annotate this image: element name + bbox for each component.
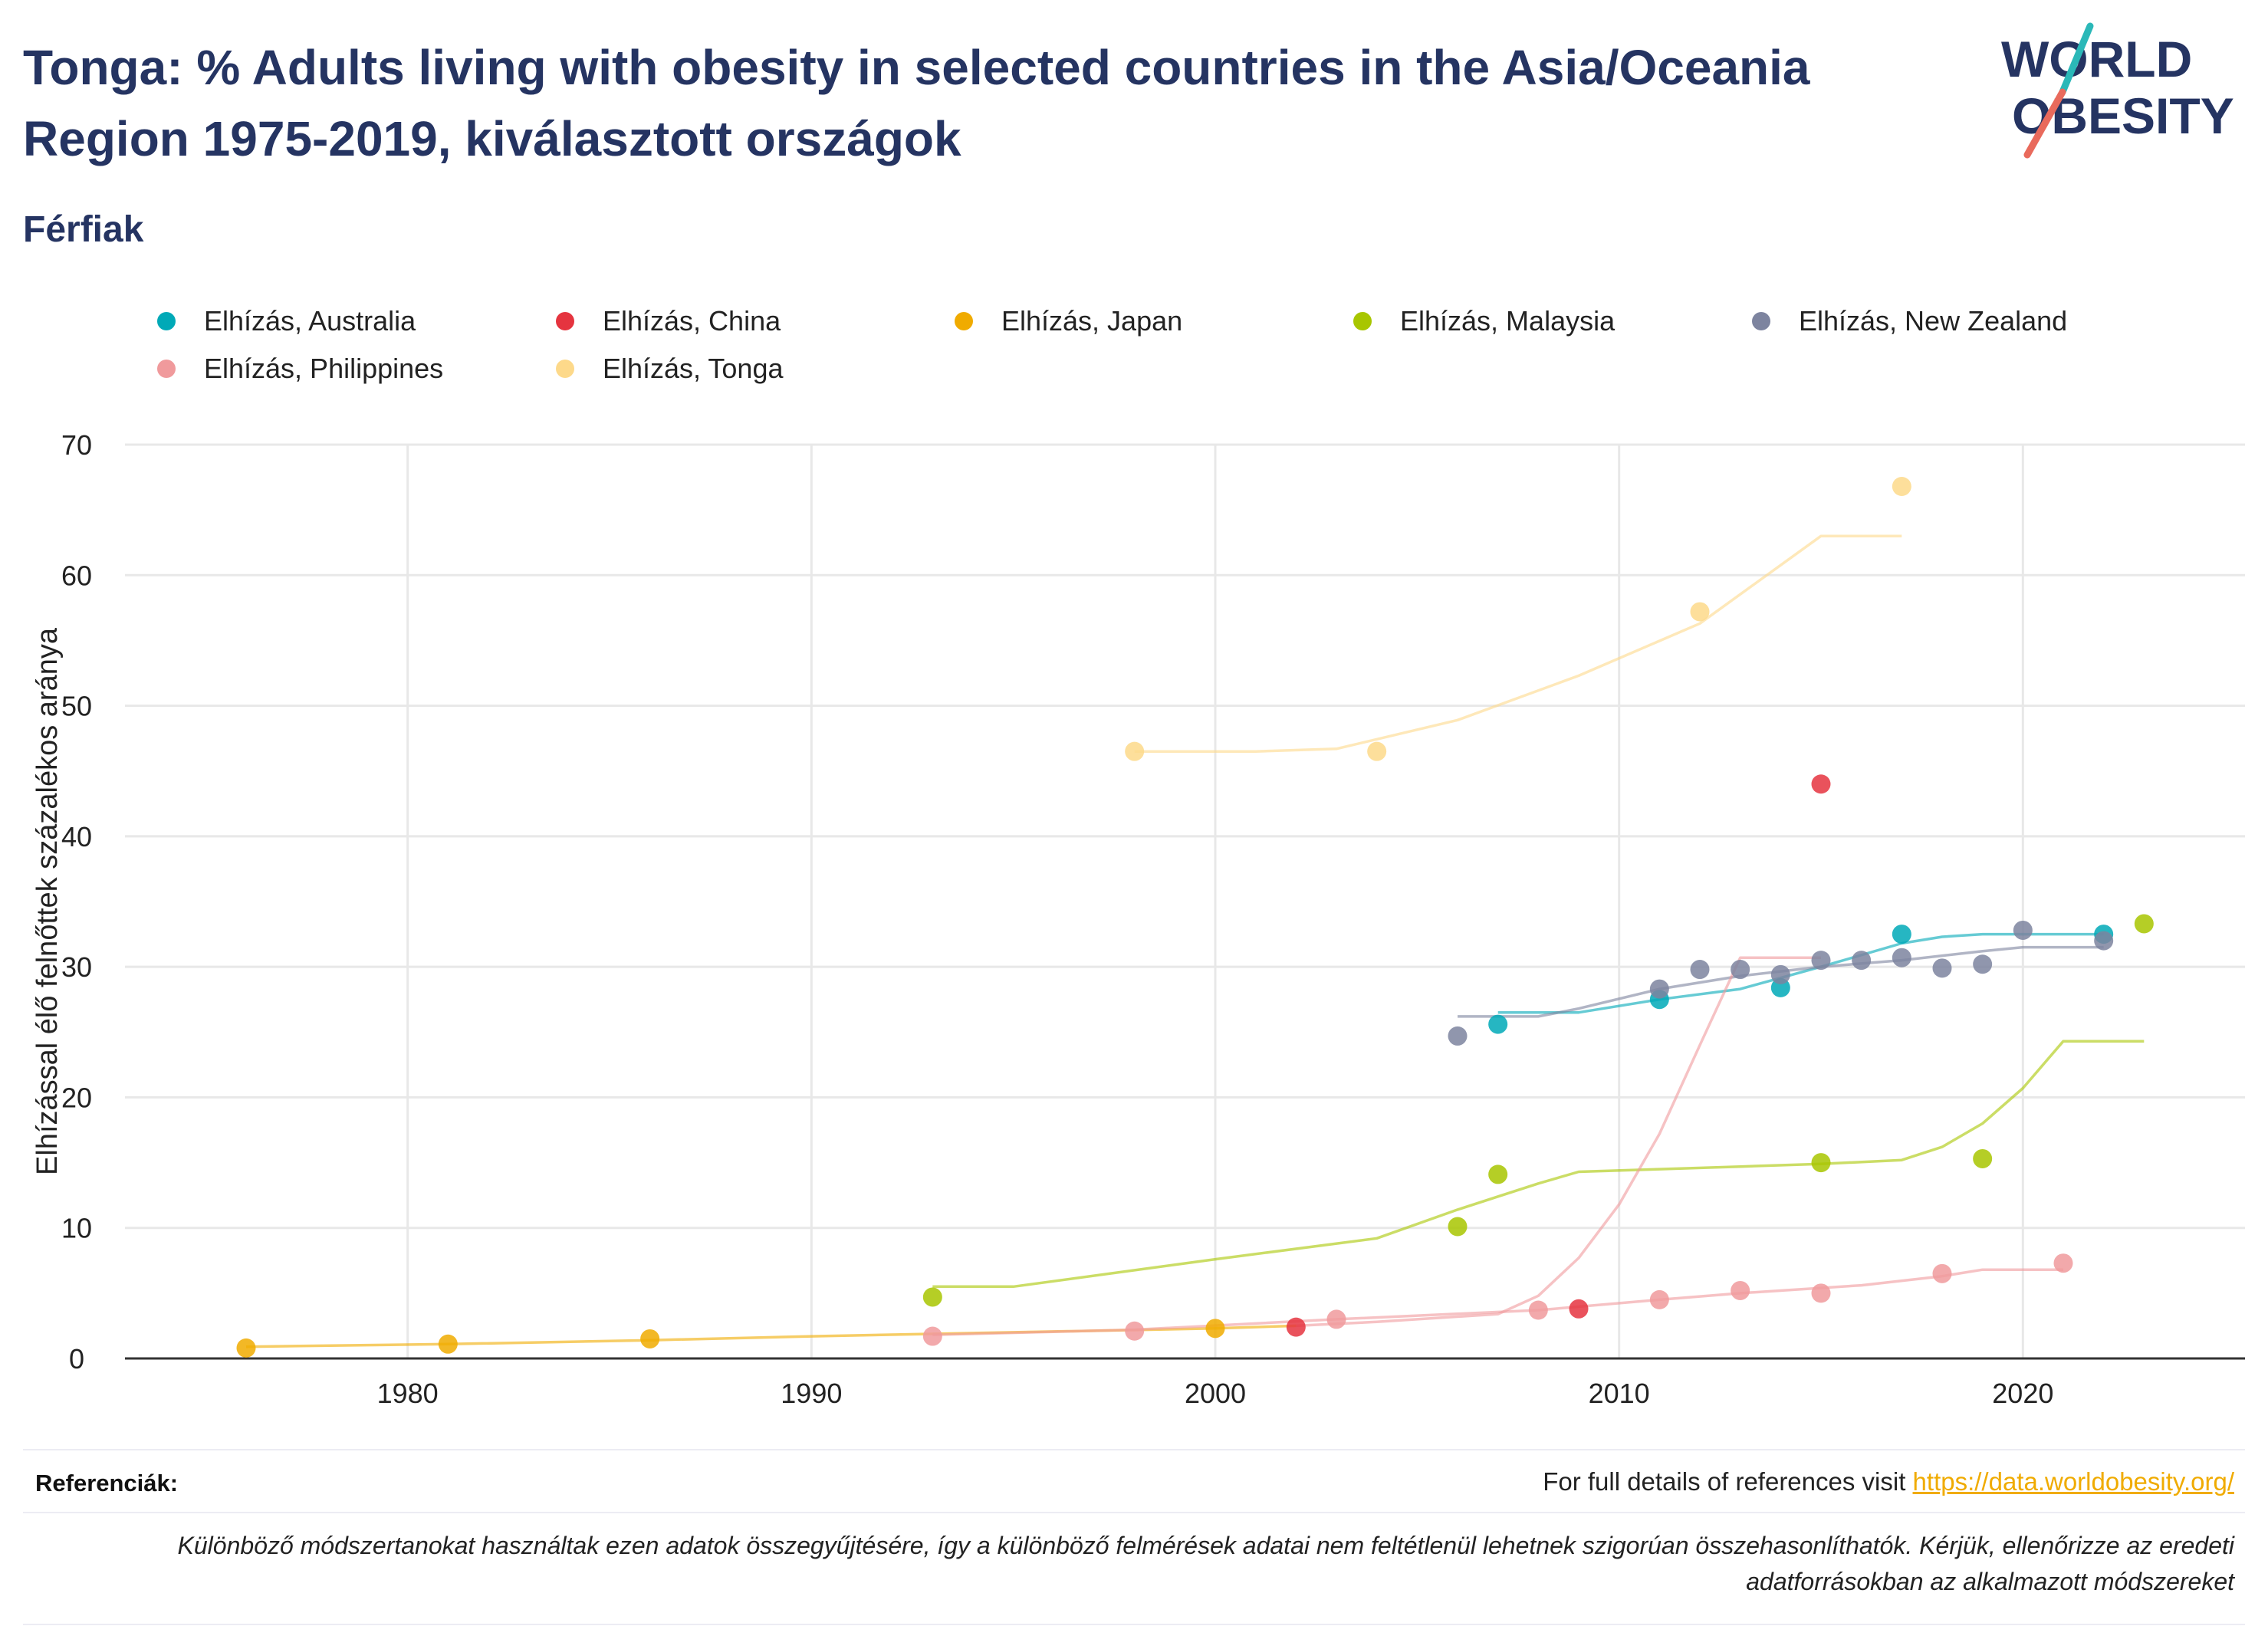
data-point[interactable] [2053, 1253, 2073, 1273]
y-tick-label: 0 [69, 1343, 84, 1375]
x-tick-label: 2000 [1185, 1378, 1246, 1409]
legend-marker [955, 312, 973, 330]
data-point[interactable] [1811, 1283, 1831, 1303]
data-point[interactable] [1690, 602, 1710, 622]
data-point[interactable] [2094, 931, 2114, 951]
footer-divider-top [23, 1449, 2245, 1450]
legend-label: Elhízás, Australia [204, 305, 416, 337]
chart-plot: 0 10 20 30 40 50 60 70 1980 1990 2000 2010 2020 Elhíz… [31, 429, 2245, 1409]
footer-divider-bottom [23, 1624, 2245, 1625]
data-point[interactable] [1690, 960, 1710, 980]
data-point[interactable] [1326, 1309, 1346, 1329]
legend-item[interactable]: Elhízás, Australia [157, 305, 416, 337]
legend-marker [1353, 312, 1372, 330]
data-point[interactable] [1973, 954, 1993, 974]
data-point[interactable] [1852, 951, 1872, 971]
y-tick-label: 70 [61, 429, 92, 461]
data-point[interactable] [1892, 948, 1911, 967]
logo-line-1: WORLD [2001, 31, 2192, 87]
legend-label: Elhízás, New Zealand [1799, 305, 2068, 337]
data-point[interactable] [1932, 1263, 1952, 1283]
references-label: Referenciák: [35, 1470, 179, 1496]
y-tick-label: 60 [61, 560, 92, 591]
legend-item[interactable]: Elhízás, China [556, 305, 781, 337]
data-point[interactable] [2134, 914, 2154, 934]
legend-item[interactable]: Elhízás, Malaysia [1353, 305, 1615, 337]
data-point[interactable] [1488, 1014, 1508, 1034]
data-point[interactable] [922, 1326, 942, 1346]
data-point[interactable] [1892, 925, 1911, 944]
data-point[interactable] [236, 1338, 256, 1358]
x-tick-label: 2020 [1992, 1378, 2053, 1409]
legend-label: Elhízás, Tonga [603, 353, 784, 384]
legend-marker [556, 312, 574, 330]
data-point[interactable] [1649, 1289, 1669, 1309]
data-point[interactable] [1125, 1321, 1145, 1341]
data-point[interactable] [1125, 741, 1145, 761]
legend-item[interactable]: Elhízás, New Zealand [1752, 305, 2067, 337]
chart-subtitle: Férfiak [23, 209, 144, 250]
legend-marker [1752, 312, 1770, 330]
trend-line [932, 1268, 2063, 1337]
trend-line [1296, 956, 1821, 1328]
logo-slash-bottom [2023, 88, 2066, 159]
trend-line [932, 1040, 2145, 1289]
data-point[interactable] [640, 1329, 660, 1348]
legend-label: Elhízás, Philippines [204, 353, 444, 384]
data-point[interactable] [1811, 774, 1831, 794]
logo-slash-top [2059, 22, 2094, 96]
data-point[interactable] [1528, 1300, 1548, 1320]
data-point[interactable] [1892, 476, 1911, 496]
data-point[interactable] [1932, 958, 1952, 978]
x-tick-label: 1980 [377, 1378, 439, 1409]
y-axis-title: Elhízással élő felnőttek százalékos arán… [31, 627, 64, 1175]
y-tick-label: 40 [61, 821, 92, 852]
footer-divider-middle [23, 1512, 2245, 1513]
x-tick-label: 2010 [1589, 1378, 1650, 1409]
data-point[interactable] [1569, 1299, 1589, 1319]
data-point[interactable] [1488, 1164, 1508, 1184]
x-tick-label: 1990 [781, 1378, 842, 1409]
legend-marker [157, 312, 176, 330]
y-tick-label: 50 [61, 691, 92, 722]
world-obesity-logo: WORLD OBESITY [2001, 22, 2234, 159]
data-point[interactable] [1811, 1153, 1831, 1173]
methodology-note: Különböző módszertanokat használtak ezen… [177, 1532, 2234, 1595]
y-tick-label: 10 [61, 1213, 92, 1244]
y-tick-label: 20 [61, 1082, 92, 1113]
data-point[interactable] [1770, 964, 1790, 984]
data-point[interactable] [1731, 1280, 1750, 1300]
chart-title: Tonga: % Adults living with obesity in s… [23, 40, 1810, 166]
trend-line [1215, 1324, 1297, 1330]
y-tick-label: 30 [61, 951, 92, 983]
legend-label: Elhízás, Japan [1001, 305, 1183, 337]
references-link[interactable]: https://data.worldobesity.org/ [1912, 1467, 2234, 1496]
data-point[interactable] [1973, 1148, 1993, 1168]
references-prefix: For full details of references visit [1543, 1467, 1913, 1496]
legend-marker [556, 360, 574, 378]
data-point[interactable] [438, 1334, 458, 1354]
legend-item[interactable]: Elhízás, Tonga [556, 353, 784, 385]
data-point[interactable] [1205, 1319, 1225, 1339]
data-point[interactable] [1286, 1317, 1306, 1337]
data-point[interactable] [1731, 960, 1750, 980]
data-point[interactable] [1811, 951, 1831, 971]
data-point[interactable] [1367, 741, 1387, 761]
legend-marker [157, 360, 176, 378]
data-point[interactable] [1448, 1217, 1468, 1237]
data-point[interactable] [1649, 979, 1669, 999]
legend-label: Elhízás, Malaysia [1400, 305, 1616, 337]
legend-item[interactable]: Elhízás, Philippines [157, 353, 443, 385]
legend-item[interactable]: Elhízás, Japan [955, 305, 1182, 337]
legend-label: Elhízás, China [603, 305, 781, 337]
data-point[interactable] [2013, 920, 2033, 940]
trend-line [1497, 932, 2104, 1014]
data-point[interactable] [1448, 1026, 1468, 1046]
data-point[interactable] [922, 1287, 942, 1307]
trend-line [1134, 534, 1902, 753]
references-text: For full details of references visit htt… [1543, 1467, 2234, 1496]
